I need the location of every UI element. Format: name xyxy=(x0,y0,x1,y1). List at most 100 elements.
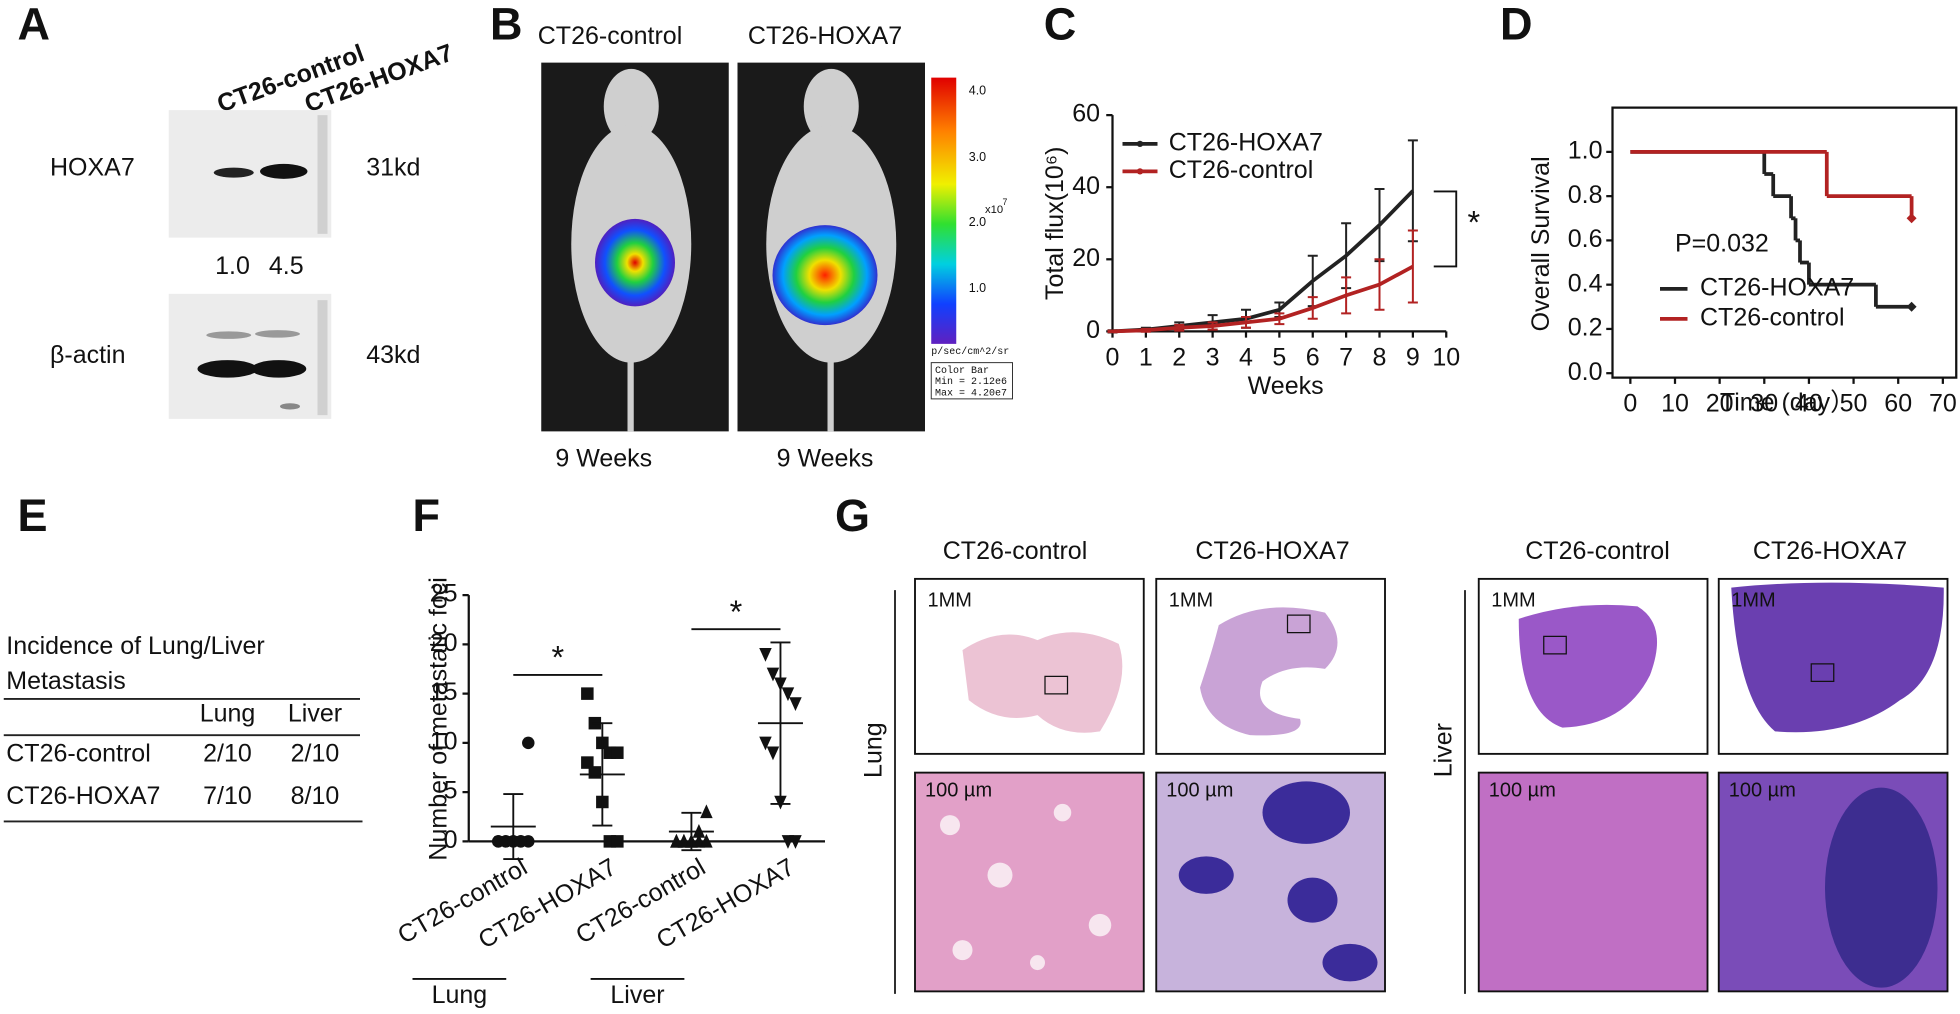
error-bar xyxy=(1407,229,1418,304)
colorbar-legend-text: Color Bar xyxy=(935,365,989,377)
annotation: P=0.032 xyxy=(1675,230,1769,258)
error-bar xyxy=(1140,327,1151,333)
sd-bar xyxy=(503,793,524,861)
table-title: Incidence of Lung/Liver xyxy=(6,632,265,660)
error-bar xyxy=(1341,276,1352,315)
line xyxy=(1112,189,1415,334)
y-tick-label: 60 xyxy=(1072,100,1100,128)
cell: 7/10 xyxy=(203,782,252,810)
band xyxy=(260,163,308,179)
y-tick-label: 0 xyxy=(444,826,458,854)
x-tick-label: 50 xyxy=(1840,390,1868,418)
colorbar-tick: 4.0 xyxy=(969,84,986,98)
blot xyxy=(168,293,332,419)
scale-label: 100 µm xyxy=(925,780,992,802)
cell: 2/10 xyxy=(203,740,252,768)
panel-a: CT26-control CT26-HOXA7 HOXA7 31kd 1.0 4… xyxy=(50,39,457,419)
error-bar xyxy=(1274,312,1285,326)
column-header: Liver xyxy=(288,700,342,728)
legend-label: CT26-HOXA7 xyxy=(1169,128,1323,156)
x-tick-label: 8 xyxy=(1373,343,1387,371)
y-tick-label: 0.0 xyxy=(1568,358,1603,386)
x-tick-label: 0 xyxy=(1623,390,1637,418)
error-bar xyxy=(1107,329,1118,334)
inset-box xyxy=(1044,675,1069,695)
point xyxy=(759,647,772,662)
x-axis-label: Weeks xyxy=(1248,372,1324,400)
x-tick-label: 20 xyxy=(1706,390,1734,418)
colorbar-legend xyxy=(930,362,1013,400)
scale-label: 100 µm xyxy=(1489,780,1556,802)
x-axis-label: Time (day） xyxy=(1720,388,1855,416)
protein-label: HOXA7 xyxy=(50,153,135,181)
y-tick-label: 0.8 xyxy=(1568,181,1603,209)
point xyxy=(522,736,535,750)
legend-label: CT26-HOXA7 xyxy=(1700,273,1854,301)
signal xyxy=(595,218,675,307)
y-tick-label: 1.0 xyxy=(1568,136,1603,164)
scale-label: 1MM xyxy=(928,590,972,612)
error-bar xyxy=(1407,139,1418,243)
point xyxy=(700,833,713,848)
x-tick-label: 6 xyxy=(1306,343,1320,371)
tissue-label: Lung xyxy=(860,722,888,778)
y-tick-label: 5 xyxy=(444,777,458,805)
colorbar-multiplier: x10 xyxy=(985,204,1003,216)
y-tick-label: 0 xyxy=(1086,316,1100,344)
panel-label: A xyxy=(18,0,51,50)
annotation: * xyxy=(551,639,564,675)
ladder xyxy=(317,300,328,416)
point xyxy=(581,687,594,700)
legend-swatch xyxy=(1136,140,1144,147)
y-tick-label: 25 xyxy=(430,580,458,608)
panel-label: G xyxy=(835,490,870,541)
sd-bar xyxy=(681,811,702,852)
scale-label: 100 µm xyxy=(1166,780,1233,802)
y-tick-label: 20 xyxy=(1072,244,1100,272)
end-marker xyxy=(1906,213,1917,224)
x-tick-label: 30 xyxy=(1750,390,1778,418)
error-bar xyxy=(1241,315,1251,329)
panel-labels: A B C D E F G xyxy=(18,0,1533,541)
scale-label: 100 µm xyxy=(1729,780,1796,802)
ratio: 1.0 xyxy=(215,252,250,280)
point xyxy=(759,736,772,751)
colorbar-legend-text: Min = 2.12e6 xyxy=(935,376,1007,388)
panel-label: D xyxy=(1500,0,1533,50)
colorbar-legend-text: Max = 4.20e7 xyxy=(935,388,1007,399)
point xyxy=(766,667,780,682)
y-tick-label: 0.4 xyxy=(1568,269,1603,297)
band xyxy=(206,331,252,339)
y-tick-label: 0.6 xyxy=(1568,225,1603,253)
table-e: Incidence of Lung/Liver Metastasis Lung … xyxy=(3,632,363,823)
panel-label: C xyxy=(1044,0,1077,50)
y-axis-label: Overall Survival xyxy=(1527,156,1555,331)
x-tick-label: 3 xyxy=(1206,343,1220,371)
y-axis-label: Number of metastatic foci xyxy=(425,577,453,860)
tissue xyxy=(1200,607,1338,736)
end-marker xyxy=(1906,301,1917,312)
panel-b: CT26-control CT26-HOXA7 4.0 3.0 2.0 1.0 … xyxy=(538,22,1013,473)
point xyxy=(611,746,624,759)
y-tick-label: 40 xyxy=(1072,172,1100,200)
legend-label: CT26-control xyxy=(1700,303,1845,331)
band xyxy=(280,403,300,410)
band xyxy=(255,330,300,338)
point xyxy=(514,835,528,848)
colorbar-tick: 1.0 xyxy=(969,281,986,295)
group-label: CT26-HOXA7 xyxy=(1195,537,1349,565)
colorbar xyxy=(931,77,957,344)
inset-box xyxy=(1543,635,1567,655)
x-tick-label: 7 xyxy=(1339,343,1353,371)
x-tick-label: 4 xyxy=(1239,343,1253,371)
bracket xyxy=(1433,190,1458,268)
error-bar xyxy=(1307,296,1318,320)
line xyxy=(1112,264,1414,334)
sd-bar xyxy=(770,641,791,805)
point xyxy=(700,804,713,819)
group-label: CT26-HOXA7 xyxy=(748,22,902,50)
y-tick-label: 0.2 xyxy=(1568,314,1603,342)
annotation: * xyxy=(730,594,743,630)
point xyxy=(789,697,802,711)
